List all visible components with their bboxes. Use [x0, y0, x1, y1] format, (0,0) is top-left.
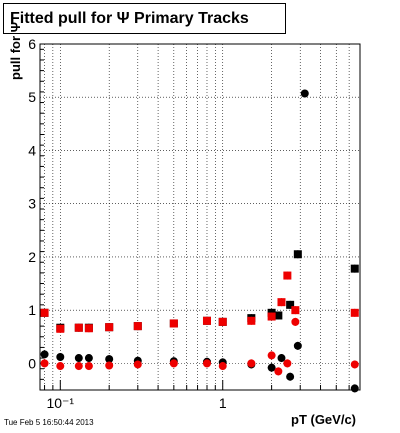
data-point-square — [56, 324, 65, 333]
data-point-circle — [218, 362, 227, 371]
y-tick-label: 1 — [28, 302, 36, 318]
data-point-circle — [293, 341, 302, 350]
data-point-square — [40, 308, 49, 317]
data-point-circle — [74, 362, 83, 371]
y-tick-label: 6 — [28, 36, 36, 52]
data-point-square — [105, 323, 114, 332]
data-point-circle — [56, 362, 65, 371]
chart-title: Fitted pull for Ψ Primary Tracks — [10, 10, 249, 27]
data-point-circle — [286, 372, 295, 381]
data-point-square — [247, 316, 256, 325]
data-point-square — [283, 271, 292, 280]
data-point-square — [286, 300, 295, 309]
data-point-circle — [267, 351, 276, 360]
data-point-circle — [105, 355, 114, 364]
y-tick-label: 5 — [28, 89, 36, 105]
data-point-square — [293, 250, 302, 259]
y-tick-label: 4 — [28, 142, 36, 158]
data-point-circle — [247, 359, 256, 368]
data-point-circle — [283, 359, 292, 368]
data-point-square — [218, 317, 227, 326]
data-point-circle — [350, 384, 359, 393]
x-tick-label: 10⁻¹ — [46, 395, 74, 411]
data-point-circle — [202, 359, 211, 368]
data-point-circle — [56, 352, 65, 361]
data-point-circle — [105, 361, 114, 370]
data-point-square — [350, 308, 359, 317]
data-point-square — [277, 298, 286, 307]
plot-frame — [39, 43, 361, 391]
x-tick-label: 1 — [219, 395, 227, 411]
x-axis-label: pT (GeV/c) — [291, 412, 357, 427]
data-point-square — [267, 312, 276, 321]
data-point-circle — [300, 89, 309, 98]
data-point-circle — [267, 363, 276, 372]
chart-title-box: Fitted pull for Ψ Primary Tracks — [3, 3, 286, 34]
data-point-circle — [169, 359, 178, 368]
data-point-circle — [133, 360, 142, 369]
data-point-circle — [84, 362, 93, 371]
y-tick-label: 0 — [28, 355, 36, 371]
data-point-square — [84, 324, 93, 333]
timestamp: Tue Feb 5 16:50:44 2013 — [4, 418, 94, 427]
data-point-circle — [84, 354, 93, 363]
data-point-square — [74, 323, 83, 332]
data-point-circle — [277, 354, 286, 363]
data-point-circle — [40, 350, 49, 359]
data-point-circle — [274, 367, 283, 376]
data-point-circle — [74, 354, 83, 363]
data-point-square — [133, 322, 142, 331]
data-point-square — [274, 311, 283, 320]
y-axis-label: pull for Ψ — [8, 21, 23, 80]
data-point-circle — [350, 360, 359, 369]
data-point-square — [291, 306, 300, 315]
data-point-square — [169, 319, 178, 328]
data-point-circle — [40, 359, 49, 368]
data-point-square — [202, 316, 211, 325]
data-point-circle — [291, 317, 300, 326]
data-point-square — [350, 264, 359, 273]
y-tick-label: 3 — [28, 196, 36, 212]
y-tick-label: 2 — [28, 249, 36, 265]
